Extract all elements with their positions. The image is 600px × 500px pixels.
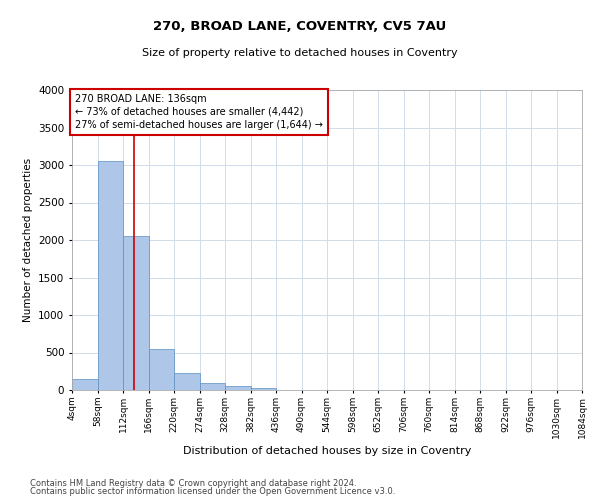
Bar bbox=[149, 349, 174, 390]
X-axis label: Distribution of detached houses by size in Coventry: Distribution of detached houses by size … bbox=[183, 446, 471, 456]
Bar bbox=[200, 383, 225, 390]
Bar bbox=[123, 236, 149, 390]
Bar bbox=[72, 379, 97, 390]
Bar bbox=[251, 388, 276, 390]
Text: Contains HM Land Registry data © Crown copyright and database right 2024.: Contains HM Land Registry data © Crown c… bbox=[30, 478, 356, 488]
Bar bbox=[174, 373, 199, 390]
Y-axis label: Number of detached properties: Number of detached properties bbox=[23, 158, 32, 322]
Text: Contains public sector information licensed under the Open Government Licence v3: Contains public sector information licen… bbox=[30, 487, 395, 496]
Text: 270 BROAD LANE: 136sqm
← 73% of detached houses are smaller (4,442)
27% of semi-: 270 BROAD LANE: 136sqm ← 73% of detached… bbox=[75, 94, 323, 130]
Bar bbox=[225, 386, 251, 390]
Text: Size of property relative to detached houses in Coventry: Size of property relative to detached ho… bbox=[142, 48, 458, 58]
Text: 270, BROAD LANE, COVENTRY, CV5 7AU: 270, BROAD LANE, COVENTRY, CV5 7AU bbox=[154, 20, 446, 33]
Bar bbox=[97, 161, 123, 390]
